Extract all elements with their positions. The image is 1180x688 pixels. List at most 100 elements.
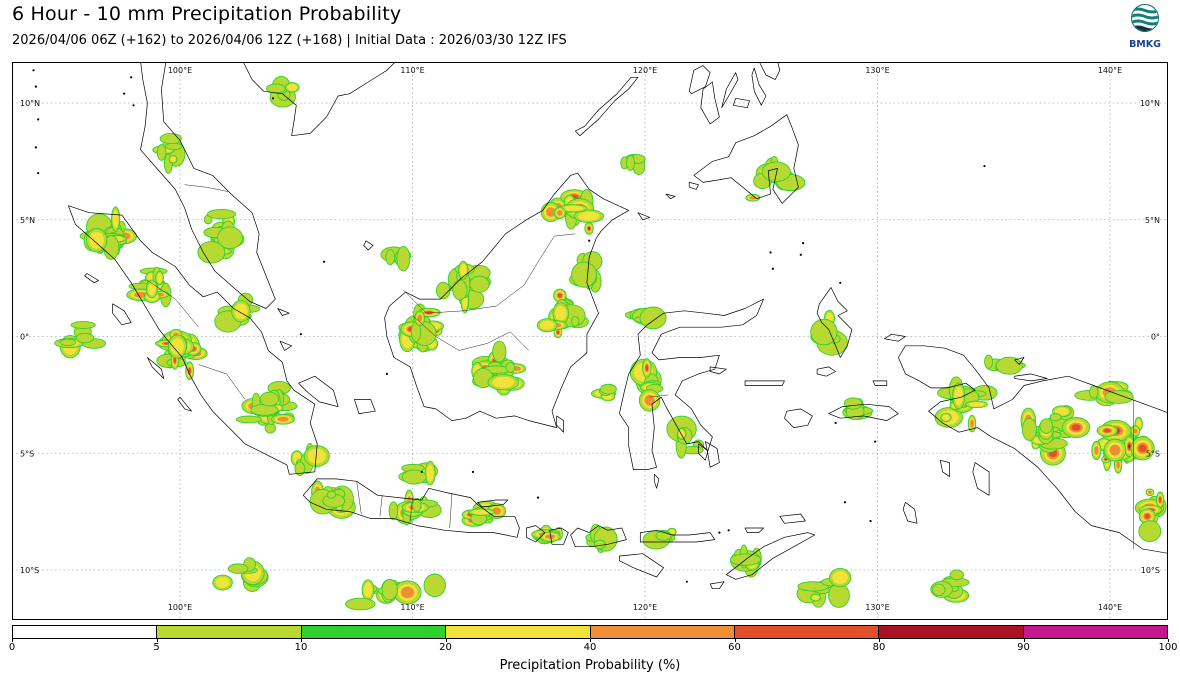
- lat-label-left: 0°: [20, 333, 29, 342]
- precip-blob: [396, 245, 411, 272]
- precip-blob: [1138, 520, 1162, 543]
- precip-blob: [266, 83, 286, 94]
- precip-blob: [1049, 413, 1062, 422]
- lat-label-right: 10°S: [1141, 566, 1160, 575]
- precip-blob: [932, 583, 946, 596]
- precip-blob: [165, 142, 183, 151]
- lon-label-bottom: 110°E: [400, 603, 424, 612]
- axis-label-layer: 100°E 100°E 110°E 110°E 120°E 120°E 130°E 130°E…: [20, 66, 1160, 612]
- precip-blob: [639, 306, 667, 330]
- precip-blob: [435, 281, 451, 300]
- precip-blob: [949, 569, 964, 581]
- bmkg-logo-icon: BMKG: [1129, 4, 1161, 50]
- colorbar-segment-7: [1022, 626, 1167, 638]
- precip-blob: [227, 563, 249, 574]
- lon-label-top: 100°E: [168, 66, 192, 75]
- precip-blob: [326, 490, 337, 499]
- lon-label-bottom: 100°E: [168, 603, 192, 612]
- lat-label-left: 10°N: [20, 99, 40, 108]
- precip-blob: [345, 597, 376, 611]
- precip-blob: [626, 155, 635, 171]
- colorbar-tick-label: 80: [872, 642, 886, 653]
- colorbar-tick-mark: [879, 639, 880, 642]
- precip-blob: [995, 356, 1023, 375]
- colorbar-tick-label: 60: [728, 642, 741, 653]
- precip-blob: [1021, 417, 1038, 441]
- colorbar-tick-label: 90: [1017, 642, 1030, 653]
- precip-blob: [75, 332, 95, 344]
- precip-blob: [388, 501, 399, 521]
- page-subtitle: 2026/04/06 06Z (+162) to 2026/04/06 12Z …: [12, 33, 567, 48]
- grid-layer: [12, 62, 1168, 620]
- colorbar-segment-2: [300, 626, 446, 638]
- precip-blob: [797, 581, 829, 592]
- precip-blob: [828, 583, 850, 608]
- precip-blob: [70, 321, 96, 329]
- lat-label-left: 5°S: [20, 449, 34, 458]
- colorbar-tick-mark: [301, 639, 302, 642]
- colorbar-tick-mark: [734, 639, 736, 642]
- precip-blob: [250, 403, 279, 416]
- lat-label-right: 5°S: [1146, 449, 1160, 458]
- map-canvas: 100°E 100°E 110°E 110°E 120°E 120°E 130°E 130°E…: [12, 62, 1168, 620]
- bmkg-logo-label: BMKG: [1129, 39, 1161, 50]
- colorbar-tick-label: 20: [439, 642, 452, 653]
- precip-blob: [1039, 418, 1054, 434]
- precip-blob: [1104, 390, 1134, 404]
- page-title: 6 Hour - 10 mm Precipitation Probability: [12, 3, 402, 25]
- colorbar-tick-label: 5: [153, 642, 160, 653]
- colorbar-tick-mark: [1023, 639, 1025, 642]
- colorbar-segment-3: [445, 626, 590, 638]
- lon-label-top: 120°E: [633, 66, 657, 75]
- colorbar-segment-1: [156, 626, 301, 638]
- precip-blob: [492, 340, 507, 363]
- precip-blob: [571, 261, 597, 288]
- colorbar-segment-0: [13, 626, 157, 638]
- precip-blob: [59, 338, 77, 347]
- precip-blob: [505, 362, 516, 373]
- precip-blob: [259, 391, 280, 407]
- precip-blob: [571, 316, 580, 327]
- colorbar-tick-label: 100: [1158, 642, 1178, 653]
- precip-blob: [381, 578, 398, 601]
- precip-blob: [217, 226, 243, 250]
- colorbar: [12, 625, 1168, 639]
- colorbar-segment-5: [733, 626, 879, 638]
- colorbar-tick-label: 10: [294, 642, 308, 653]
- coastline-layer: [32, 62, 1168, 590]
- map-panel: 100°E 100°E 110°E 110°E 120°E 120°E 130°E 130°E…: [12, 62, 1168, 620]
- colorbar-tick-label: 0: [8, 642, 16, 653]
- precip-blob: [197, 241, 226, 264]
- lon-label-bottom: 130°E: [865, 603, 889, 612]
- bmkg-logo: BMKG: [1124, 2, 1166, 50]
- precip-blob: [810, 318, 838, 346]
- colorbar-tick-mark: [156, 639, 158, 642]
- lon-label-bottom: 140°E: [1098, 603, 1122, 612]
- lat-label-left: 10°S: [20, 566, 39, 575]
- precip-blob: [469, 275, 490, 293]
- precip-blob: [984, 354, 994, 369]
- lat-label-right: 10°N: [1140, 99, 1160, 108]
- precip-blob: [843, 397, 863, 410]
- precip-blob: [235, 415, 262, 424]
- precip-blob: [423, 573, 446, 598]
- lat-label-right: 5°N: [1145, 216, 1160, 225]
- colorbar-segment-4: [589, 626, 734, 638]
- colorbar-tick-label: 40: [583, 642, 597, 653]
- colorbar-tick-mark: [12, 639, 13, 642]
- precip-blob: [294, 461, 306, 476]
- colorbar-tick-labels: 0 5 10 20 40 60 80 90 100: [8, 639, 1178, 654]
- colorbar-caption: Precipitation Probability (%): [499, 658, 681, 673]
- precip-blob: [452, 279, 468, 301]
- colorbar-segment-6: [878, 626, 1023, 638]
- precip-blob: [412, 497, 422, 513]
- colorbar-tick-mark: [445, 639, 447, 642]
- precip-blob: [600, 383, 617, 395]
- precip-blob: [385, 249, 395, 266]
- lon-label-bottom: 120°E: [633, 603, 657, 612]
- precip-blob: [1089, 385, 1099, 399]
- precip-blob: [401, 469, 427, 485]
- precip-blob: [156, 144, 167, 161]
- lat-label-left: 5°N: [20, 216, 35, 225]
